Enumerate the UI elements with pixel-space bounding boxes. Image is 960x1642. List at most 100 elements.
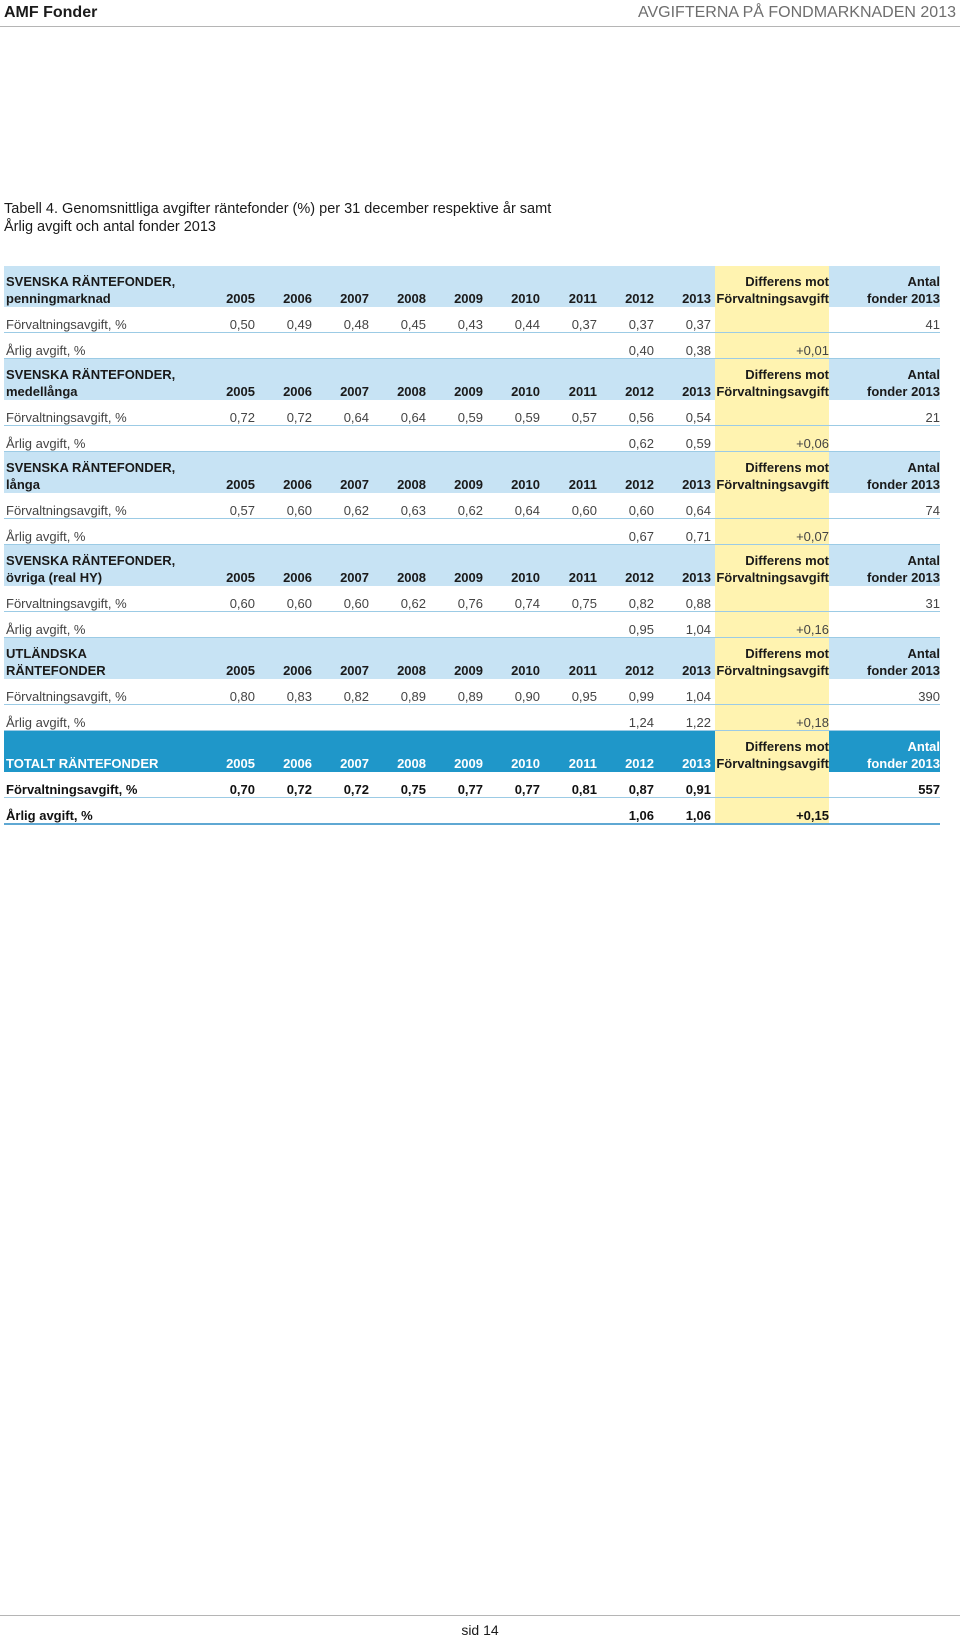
- fee-row: Förvaltningsavgift, % 0,57 0,60 0,62 0,63 0,6…: [4, 493, 940, 519]
- annual-label: Årlig avgift, %: [4, 797, 202, 825]
- annual-2013-value: 0,38: [658, 332, 715, 359]
- fee-value: 0,91: [658, 772, 715, 798]
- year-header: 2013: [658, 544, 715, 586]
- fee-value: 0,70: [202, 772, 259, 798]
- diff-value: +0,07: [715, 518, 829, 545]
- diff-header: Differens mot Förvaltningsavgift: [715, 637, 829, 679]
- section-title: SVENSKA RÄNTEFONDER, penningmarknad: [4, 266, 202, 307]
- diff-cell-empty: [715, 307, 829, 333]
- year-header: 2008: [373, 451, 430, 493]
- antal-header-line-1: Antal: [907, 646, 941, 661]
- section-title: TOTALT RÄNTEFONDER: [4, 730, 202, 772]
- empty-cell: [316, 704, 373, 731]
- year-header: 2007: [316, 637, 373, 679]
- antal-value: 21: [829, 400, 940, 426]
- year-header: 2011: [544, 730, 601, 772]
- annual-row: Årlig avgift, % 0,67 0,71 +0,07: [4, 518, 940, 545]
- section-header-row: SVENSKA RÄNTEFONDER, övriga (real HY) 2005…: [4, 544, 940, 586]
- year-header: 2006: [259, 358, 316, 400]
- empty-cell: [430, 797, 487, 825]
- section-title-line-1: SVENSKA RÄNTEFONDER,: [6, 274, 176, 289]
- fee-table: SVENSKA RÄNTEFONDER, penningmarknad 2005 20…: [4, 266, 940, 825]
- empty-cell: [487, 332, 544, 359]
- caption-line-1: Tabell 4. Genomsnittliga avgifter räntef…: [4, 201, 552, 217]
- fee-value: 0,48: [316, 307, 373, 333]
- antal-header-line-2: fonder 2013: [867, 570, 940, 585]
- diff-cell-empty: [715, 772, 829, 798]
- fee-value: 0,77: [487, 772, 544, 798]
- fee-label: Förvaltningsavgift, %: [4, 679, 202, 705]
- empty-cell: [487, 611, 544, 638]
- empty-cell: [316, 797, 373, 825]
- year-header: 2009: [430, 730, 487, 772]
- fee-label: Förvaltningsavgift, %: [4, 493, 202, 519]
- section-title-line-2: övriga (real HY): [6, 570, 103, 585]
- empty-cell: [544, 611, 601, 638]
- empty-cell: [430, 704, 487, 731]
- fee-value: 0,64: [487, 493, 544, 519]
- empty-cell: [430, 518, 487, 545]
- empty-cell: [259, 611, 316, 638]
- fee-value: 0,80: [202, 679, 259, 705]
- year-header: 2013: [658, 730, 715, 772]
- fee-value: 0,62: [430, 493, 487, 519]
- diff-cell-empty: [715, 400, 829, 426]
- empty-cell: [487, 425, 544, 452]
- year-header: 2007: [316, 544, 373, 586]
- empty-cell: [373, 704, 430, 731]
- fee-value: 0,72: [259, 772, 316, 798]
- section-title: SVENSKA RÄNTEFONDER, medellånga: [4, 358, 202, 400]
- year-header: 2012: [601, 451, 658, 493]
- diff-value: +0,06: [715, 425, 829, 452]
- diff-header: Differens mot Förvaltningsavgift: [715, 544, 829, 586]
- fee-row: Förvaltningsavgift, % 0,70 0,72 0,72 0,75 0,7…: [4, 772, 940, 798]
- fee-label: Förvaltningsavgift, %: [4, 772, 202, 798]
- diff-header-line-2: Förvaltningsavgift: [716, 663, 829, 678]
- fee-value: 0,49: [259, 307, 316, 333]
- section-header-row: SVENSKA RÄNTEFONDER, penningmarknad 2005 20…: [4, 266, 940, 307]
- antal-header: Antal fonder 2013: [829, 358, 940, 400]
- section-header-row: TOTALT RÄNTEFONDER 2005 2006 2007 2008 2009 20…: [4, 730, 941, 772]
- year-header: 2009: [430, 637, 487, 679]
- antal-header: Antal fonder 2013: [829, 637, 941, 679]
- page-header: AMF Fonder AVGIFTERNA PÅ FONDMARKNADEN 2…: [0, 0, 960, 27]
- section-title-line-1: UTLÄNDSKA: [6, 646, 87, 661]
- fee-value: 0,82: [316, 679, 373, 705]
- year-header: 2006: [259, 730, 316, 772]
- empty-cell: [259, 332, 316, 359]
- diff-value: +0,15: [715, 797, 829, 825]
- fee-value: 0,62: [373, 586, 430, 612]
- year-header: 2008: [373, 358, 430, 400]
- empty-cell: [544, 332, 601, 359]
- fee-value: 0,59: [430, 400, 487, 426]
- year-header: 2013: [658, 451, 715, 493]
- fee-value: 0,90: [487, 679, 544, 705]
- diff-header-line-1: Differens mot: [745, 274, 829, 289]
- antal-value: 74: [829, 493, 940, 519]
- empty-cell: [202, 611, 259, 638]
- antal-header-line-1: Antal: [907, 739, 941, 754]
- annual-row: Årlig avgift, % 0,95 1,04 +0,16: [4, 611, 940, 638]
- year-header: 2008: [373, 730, 430, 772]
- year-header: 2012: [601, 637, 658, 679]
- section-title-line-2: medellånga: [6, 384, 78, 399]
- empty-cell: [430, 332, 487, 359]
- antal-header-line-1: Antal: [907, 460, 941, 475]
- fee-value: 0,83: [259, 679, 316, 705]
- empty-cell: [430, 425, 487, 452]
- year-header: 2012: [601, 544, 658, 586]
- empty-cell: [373, 425, 430, 452]
- empty-cell: [316, 518, 373, 545]
- diff-header-line-2: Förvaltningsavgift: [716, 477, 829, 492]
- fee-value: 0,81: [544, 772, 601, 798]
- year-header: 2011: [544, 266, 601, 307]
- fee-value: 0,37: [658, 307, 715, 333]
- fee-value: 0,44: [487, 307, 544, 333]
- fee-value: 0,37: [601, 307, 658, 333]
- diff-cell-empty: [715, 493, 829, 519]
- empty-cell: [373, 611, 430, 638]
- fee-value: 0,89: [373, 679, 430, 705]
- section-title-line-2: penningmarknad: [6, 291, 111, 306]
- fee-label: Förvaltningsavgift, %: [4, 586, 202, 612]
- annual-2013-value: 1,06: [658, 797, 715, 825]
